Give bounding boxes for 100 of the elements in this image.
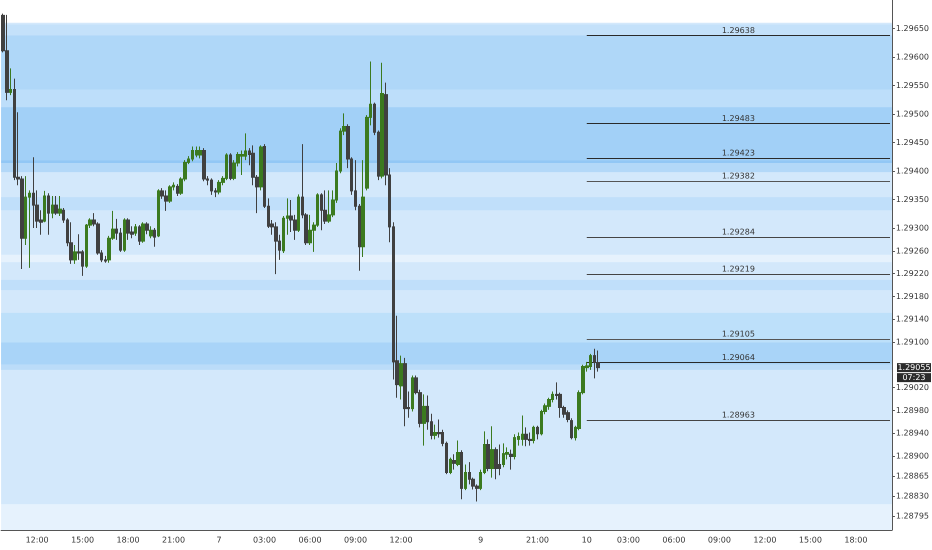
x-tick-label: 10	[582, 536, 592, 544]
x-tick-label: 15:00	[71, 536, 94, 544]
x-tick-label: 12:00	[753, 536, 776, 544]
y-tick-label: 1.28980	[896, 406, 930, 415]
candlestick	[433, 424, 437, 440]
y-tick-label: 1.28940	[896, 428, 930, 438]
ref-line-label: 1.29105	[722, 330, 755, 339]
y-tick-label: 1.29140	[896, 314, 930, 324]
candlestick	[460, 450, 463, 500]
candlestick	[399, 355, 403, 400]
candlestick	[198, 146, 202, 159]
ref-line-label: 1.29064	[722, 352, 755, 362]
y-tick-label: 1.29500	[896, 109, 930, 118]
candlestick	[191, 146, 194, 162]
candlestick	[297, 194, 300, 232]
candlestick	[524, 426, 528, 447]
candlestick	[521, 414, 524, 446]
candlestick	[509, 449, 513, 470]
candlestick	[9, 68, 12, 96]
candlestick	[51, 196, 54, 219]
candlestick	[32, 156, 35, 228]
y-tick-label: 1.28830	[896, 491, 930, 500]
candlestick	[202, 148, 206, 182]
candlestick	[126, 218, 130, 240]
x-tick-label: 06:00	[298, 536, 322, 544]
candlestick	[217, 180, 221, 195]
candlestick	[536, 425, 539, 440]
y-tick-label: 1.29260	[896, 246, 930, 256]
candlestick	[5, 14, 9, 101]
y-tick-label: 1.29450	[896, 138, 930, 147]
y-tick-label: 1.28865	[896, 471, 930, 480]
candlestick	[259, 144, 263, 191]
candlestick	[403, 357, 407, 427]
x-tick-label: 7	[216, 536, 222, 544]
candlestick	[456, 440, 460, 467]
candlestick	[141, 222, 145, 244]
candlestick	[43, 190, 46, 223]
y-tick-label: 1.29100	[896, 337, 930, 346]
ref-line-label: 1.29284	[722, 228, 755, 237]
candlestick	[449, 457, 452, 475]
x-tick-label: 18:00	[116, 536, 140, 544]
x-tick-label: 12:00	[26, 536, 49, 544]
candlestick	[320, 192, 323, 231]
y-tick-label: 1.29220	[896, 269, 930, 278]
ref-line-label: 1.28963	[722, 410, 755, 420]
ref-line-label: 1.29638	[722, 26, 755, 35]
x-tick-label: 18:00	[844, 536, 868, 544]
candlestick	[593, 348, 596, 379]
candlestick	[361, 160, 365, 258]
candlestick	[47, 192, 50, 236]
x-tick-label: 15:00	[798, 536, 822, 544]
candlestick	[73, 244, 77, 264]
x-tick-label: 09:00	[708, 536, 731, 544]
y-tick-label: 1.29600	[896, 52, 930, 62]
candlestick	[145, 222, 149, 235]
candlestick	[123, 218, 126, 252]
candlestick	[274, 222, 278, 275]
y-tick-label: 1.29300	[896, 223, 930, 232]
y-tick-label: 1.28900	[896, 451, 930, 460]
candlestick	[411, 375, 414, 412]
x-tick-label: 21:00	[162, 536, 186, 544]
candlestick	[464, 464, 467, 491]
y-tick-label: 1.28795	[896, 511, 930, 520]
x-tick-label: 06:00	[662, 536, 686, 544]
text: 07:23	[902, 373, 926, 382]
candlestick	[210, 178, 213, 196]
y-tick-label: 1.29400	[896, 166, 930, 176]
x-tick-label: 9	[478, 536, 484, 544]
x-tick-label: 21:00	[526, 536, 550, 544]
y-tick-label: 1.29550	[896, 80, 930, 90]
text: 1.29055	[897, 363, 931, 372]
candlestick	[134, 223, 137, 236]
ref-line-label: 1.29483	[722, 114, 755, 124]
candlestick	[225, 152, 228, 181]
candlestick	[229, 152, 232, 181]
candlestick	[157, 188, 160, 238]
candlestick	[54, 196, 58, 216]
ref-line-label: 1.29382	[722, 172, 755, 181]
x-tick-label: 03:00	[616, 536, 640, 544]
candlestick	[13, 78, 16, 181]
y-tick-label: 1.29650	[896, 24, 930, 33]
x-tick-label: 12:00	[389, 536, 413, 544]
candlestick	[168, 184, 172, 204]
candlestick	[494, 446, 498, 480]
candlestick	[589, 353, 592, 370]
ref-line-label: 1.29219	[722, 264, 755, 274]
candlestick	[498, 444, 501, 476]
candlestick	[58, 196, 62, 216]
candlestick	[490, 426, 494, 478]
candlestick	[422, 394, 426, 446]
candlestick	[176, 184, 179, 197]
candlestick	[164, 190, 168, 212]
y-tick-label: 1.29350	[896, 194, 930, 204]
candlestick	[69, 222, 73, 264]
candlestick	[327, 190, 331, 224]
candlestick	[380, 62, 384, 179]
candlestick	[153, 227, 156, 248]
candlestick	[452, 454, 456, 470]
candlestick	[532, 425, 535, 444]
candlestick	[138, 224, 141, 246]
